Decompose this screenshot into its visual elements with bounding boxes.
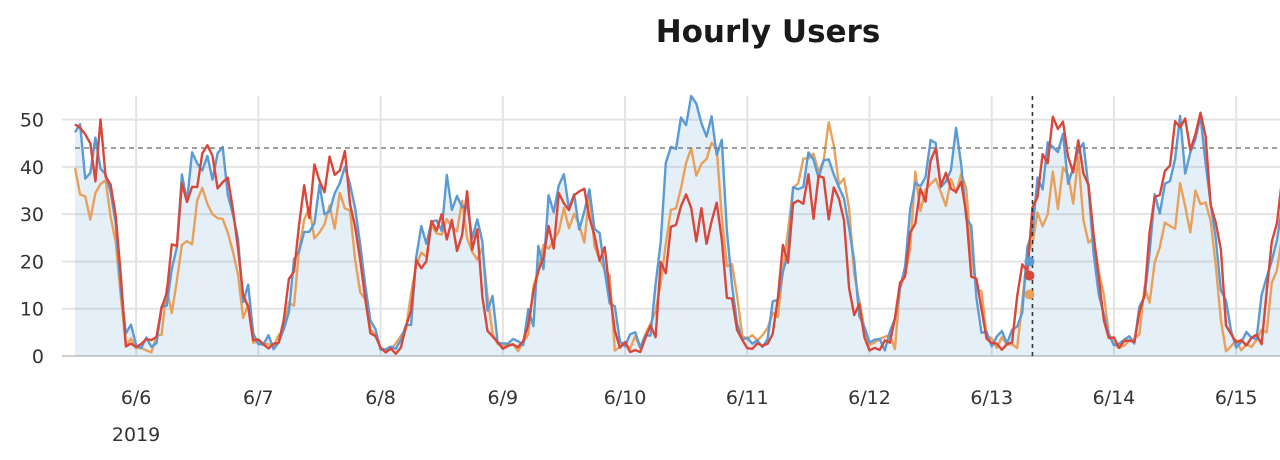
cursor-marker-3 xyxy=(1024,270,1035,281)
x-tick-label: 6/14 xyxy=(1093,387,1136,409)
x-tick-label: 6/9 xyxy=(488,387,519,409)
y-tick-label: 0 xyxy=(32,346,44,368)
series-line-2 xyxy=(73,121,1280,354)
x-tick-label: 6/7 xyxy=(243,387,274,409)
y-tick-label: 30 xyxy=(20,204,44,226)
x-tick-year-label: 2019 xyxy=(112,424,160,446)
x-tick-label: 6/6 xyxy=(121,387,152,409)
y-tick-label: 50 xyxy=(20,110,44,132)
x-tick-label: 6/12 xyxy=(848,387,891,409)
y-tick-label: 40 xyxy=(20,157,44,179)
y-tick-label: 20 xyxy=(20,251,44,273)
cursor-marker-1 xyxy=(1024,256,1035,267)
series-area-fill xyxy=(75,96,1280,356)
series-line-3 xyxy=(74,111,1280,355)
x-tick-label: 6/13 xyxy=(970,387,1013,409)
y-tick-label: 10 xyxy=(20,299,44,321)
chart-title: Hourly Users xyxy=(655,14,881,50)
x-tick-label: 6/10 xyxy=(604,387,647,409)
series-line-1 xyxy=(73,94,1280,352)
cursor-marker-2 xyxy=(1024,289,1035,300)
x-tick-label: 6/8 xyxy=(365,387,396,409)
x-tick-label: 6/15 xyxy=(1215,387,1258,409)
x-tick-label: 6/11 xyxy=(726,387,769,409)
